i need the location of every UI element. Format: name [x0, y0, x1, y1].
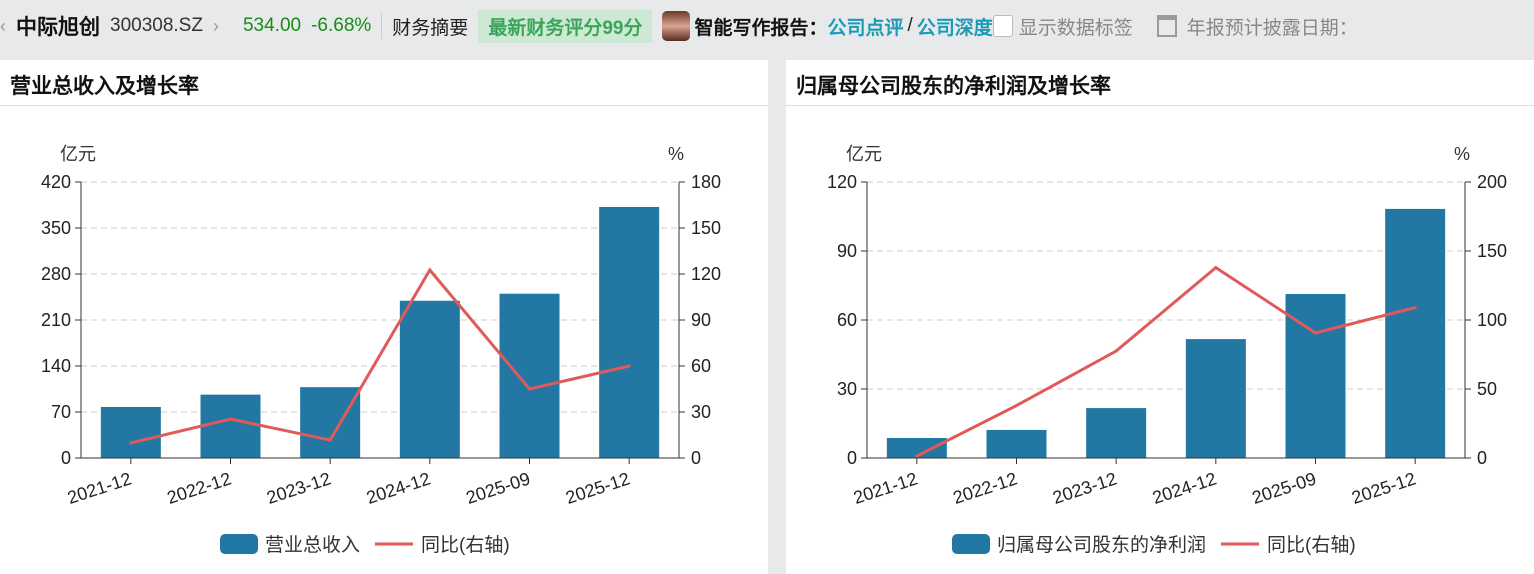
- legend-bar-swatch: [952, 534, 990, 554]
- legend-line-label: 同比(右轴): [421, 534, 510, 556]
- bar: [1086, 408, 1147, 458]
- y-tick-label: 70: [51, 402, 71, 422]
- x-tick-label: 2021-12: [65, 468, 134, 507]
- y2-tick-label: 180: [691, 172, 721, 192]
- stock-change: -6.68%: [311, 15, 372, 36]
- growth-line: [130, 267, 630, 445]
- line-point: [528, 387, 531, 391]
- chart-title: 归属母公司股东的净利润及增长率: [786, 60, 1534, 106]
- bar: [986, 429, 1047, 458]
- stock-header: ‹ 中际旭创 300308.SZ › 534.00 -6.68% 财务摘要 最新…: [0, 0, 1534, 52]
- chart-title: 营业总收入及增长率: [0, 60, 768, 106]
- y-tick-label: 0: [847, 448, 857, 468]
- y2-tick-label: 200: [1477, 172, 1507, 192]
- y-tick-label: 140: [41, 356, 71, 376]
- line-point: [129, 441, 133, 445]
- y-tick-label: 350: [41, 218, 71, 238]
- line-point: [1015, 404, 1018, 408]
- y-tick-label: 280: [41, 264, 71, 284]
- y2-tick-label: 30: [691, 402, 711, 422]
- bar: [1385, 208, 1446, 458]
- x-tick-label: 2025-12: [563, 468, 632, 507]
- bar: [200, 394, 261, 458]
- y2-tick-label: 150: [691, 218, 721, 238]
- avatar: [662, 11, 691, 41]
- net-profit-panel: 归属母公司股东的净利润及增长率 0 30 60 90 120 0 50 100 150 200 亿元…: [786, 60, 1534, 574]
- bar: [499, 293, 560, 458]
- net-profit-chart: 0 30 60 90 120 0 50 100 150 200 亿元 % 2021-12 2022-12 2…: [827, 144, 1507, 556]
- legend-line-label: 同比(右轴): [1267, 534, 1356, 556]
- x-tick-label: 2022-12: [951, 468, 1020, 507]
- bar: [399, 300, 460, 458]
- show-labels-checkbox[interactable]: [992, 15, 1013, 37]
- bar: [1185, 339, 1246, 458]
- y2-tick-label: 60: [691, 356, 711, 376]
- revenue-panel: 营业总收入及增长率 0 70 140 210 280 350 420 0 30 60 90 120 15…: [0, 60, 768, 574]
- y-tick-label: 90: [837, 241, 857, 261]
- bar: [100, 407, 161, 458]
- section-title: 财务摘要: [392, 17, 469, 39]
- slash: /: [907, 15, 913, 36]
- line-point: [229, 417, 232, 421]
- bar: [886, 437, 947, 458]
- y-tick-label: 120: [827, 172, 857, 192]
- y2-axis-label: %: [1454, 144, 1470, 164]
- y-tick-label: 0: [61, 448, 71, 468]
- y-axis-label: 亿元: [846, 144, 882, 164]
- disclosure-date-label: 年报预计披露日期：: [1186, 17, 1358, 39]
- x-tick-label: 2023-12: [264, 468, 333, 507]
- report-label: 智能写作报告：: [694, 17, 828, 39]
- y2-tick-label: 0: [1477, 448, 1487, 468]
- line-point: [1214, 266, 1218, 270]
- chevron-right-icon[interactable]: ›: [212, 15, 219, 36]
- line-point: [1114, 349, 1118, 353]
- stock-code: 300308.SZ: [110, 15, 203, 36]
- y2-tick-label: 0: [691, 448, 701, 468]
- y2-axis-label: %: [668, 144, 684, 164]
- show-labels-label[interactable]: 显示数据标签: [1018, 17, 1133, 39]
- y-tick-label: 30: [837, 379, 857, 399]
- y-axis-label: 亿元: [60, 144, 96, 164]
- x-tick-label: 2024-12: [364, 468, 433, 507]
- link-company-deep[interactable]: 公司深度: [916, 17, 993, 39]
- y2-tick-label: 150: [1477, 241, 1507, 261]
- stock-price: 534.00: [242, 15, 302, 36]
- divider: [381, 13, 383, 39]
- bar: [300, 387, 361, 458]
- legend-bar-label: 归属母公司股东的净利润: [997, 534, 1206, 556]
- y2-tick-label: 50: [1477, 379, 1497, 399]
- bar: [599, 206, 660, 458]
- stock-name: 中际旭创: [16, 16, 100, 39]
- y-tick-label: 60: [837, 310, 857, 330]
- calendar-icon: [1156, 15, 1177, 37]
- y2-tick-label: 90: [691, 310, 711, 330]
- legend-bar-label: 营业总收入: [265, 534, 360, 556]
- chevron-left-icon[interactable]: ‹: [0, 15, 6, 36]
- revenue-chart: 0 70 140 210 280 350 420 0 30 60 90 120 150 180 亿元 % 202…: [41, 144, 721, 556]
- score-badge[interactable]: 最新财务评分99分: [478, 9, 653, 43]
- y2-tick-label: 120: [691, 264, 721, 284]
- x-tick-label: 2025-09: [464, 468, 533, 507]
- line-point: [1413, 306, 1417, 310]
- line-point: [428, 268, 432, 272]
- x-tick-label: 2022-12: [165, 468, 234, 507]
- x-tick-label: 2025-09: [1250, 468, 1319, 507]
- line-point: [1314, 331, 1317, 335]
- x-tick-label: 2025-12: [1349, 468, 1418, 507]
- y2-tick-label: 100: [1477, 310, 1507, 330]
- x-tick-label: 2024-12: [1150, 468, 1219, 507]
- legend-bar-swatch: [220, 534, 258, 554]
- x-tick-label: 2023-12: [1050, 468, 1119, 507]
- line-point: [627, 364, 631, 368]
- x-tick-label: 2021-12: [851, 468, 920, 507]
- line-point: [915, 454, 919, 458]
- line-point: [328, 438, 332, 442]
- y-tick-label: 420: [41, 172, 71, 192]
- growth-line: [916, 265, 1416, 458]
- y-tick-label: 210: [41, 310, 71, 330]
- link-company-review[interactable]: 公司点评: [827, 17, 904, 39]
